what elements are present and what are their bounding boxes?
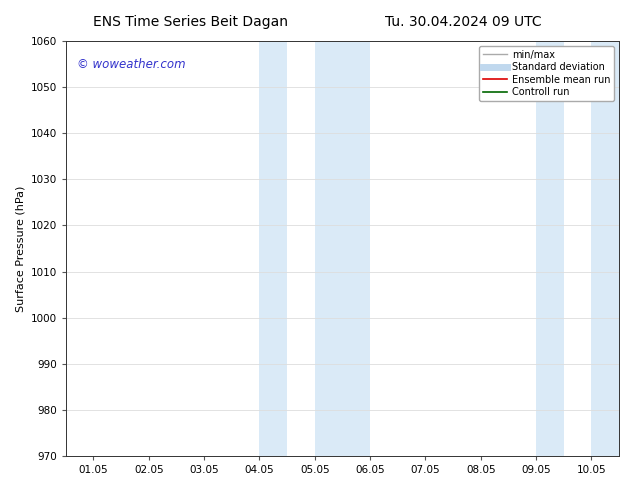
Text: Tu. 30.04.2024 09 UTC: Tu. 30.04.2024 09 UTC [384,15,541,29]
Legend: min/max, Standard deviation, Ensemble mean run, Controll run: min/max, Standard deviation, Ensemble me… [479,46,614,101]
Text: ENS Time Series Beit Dagan: ENS Time Series Beit Dagan [93,15,288,29]
Bar [314,41,370,456]
Text: © woweather.com: © woweather.com [77,58,186,71]
Bar [592,41,619,456]
Bar [259,41,287,456]
Bar [536,41,564,456]
Y-axis label: Surface Pressure (hPa): Surface Pressure (hPa) [15,185,25,312]
